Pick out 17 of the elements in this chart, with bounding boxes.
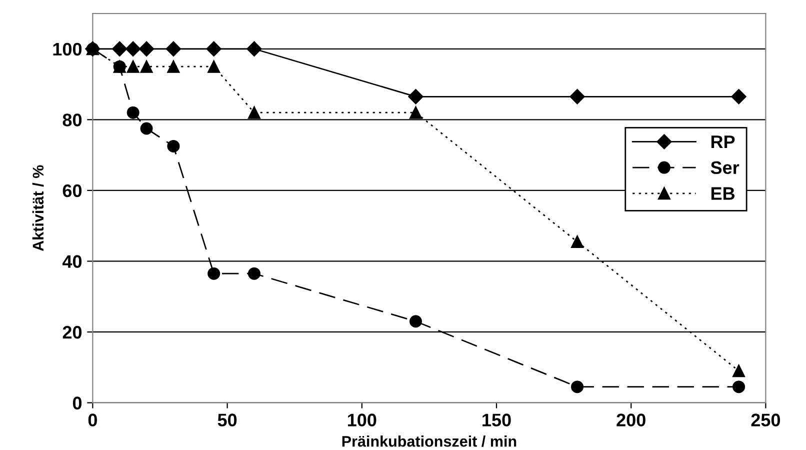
y-tick-label: 0 xyxy=(72,396,82,410)
x-tick-label: 250 xyxy=(751,414,780,426)
legend-label: RP xyxy=(711,136,735,148)
y-tick-label: 60 xyxy=(62,184,82,198)
y-tick-label: 100 xyxy=(53,42,82,56)
x-tick-label: 0 xyxy=(88,414,97,426)
legend-label: EB xyxy=(711,187,735,200)
x-axis-title: Präinkubationszeit / min xyxy=(342,436,516,447)
x-tick-label: 100 xyxy=(348,414,376,426)
x-tick-label: 50 xyxy=(218,414,237,426)
y-tick-label: 20 xyxy=(62,326,82,339)
y-tick-label: 40 xyxy=(62,255,82,268)
legend-label: Ser xyxy=(710,161,740,174)
x-tick-label: 150 xyxy=(482,414,511,426)
y-tick-label: 80 xyxy=(62,114,82,126)
y-axis-title: Aktivität / % xyxy=(32,165,44,252)
x-tick-label: 200 xyxy=(616,414,646,426)
